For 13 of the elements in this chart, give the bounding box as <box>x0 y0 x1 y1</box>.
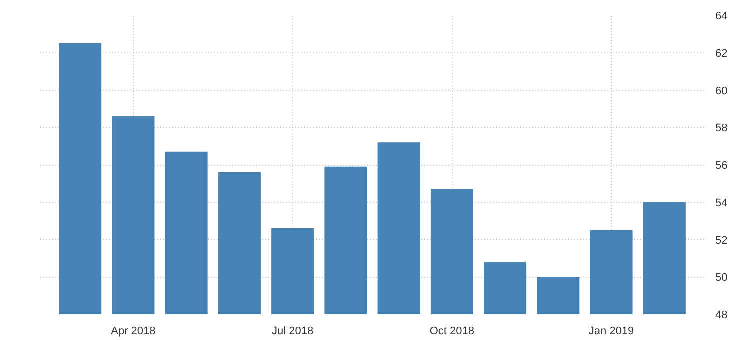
y-tick-label: 62 <box>716 48 728 60</box>
y-tick-label: 64 <box>716 10 728 22</box>
y-tick-label: 48 <box>716 310 728 322</box>
y-tick-label: 50 <box>716 272 728 284</box>
y-tick-label: 58 <box>716 122 728 135</box>
x-tick-label: Jul 2018 <box>272 326 314 338</box>
y-tick-label: 54 <box>716 197 728 210</box>
x-tick-label: Apr 2018 <box>111 326 156 338</box>
y-tick-label: 60 <box>716 85 728 98</box>
x-tick-label: Oct 2018 <box>430 326 474 338</box>
y-tick-label: 56 <box>716 160 728 172</box>
x-tick-label: Jan 2019 <box>588 326 634 338</box>
y-tick-label: 52 <box>716 234 728 247</box>
